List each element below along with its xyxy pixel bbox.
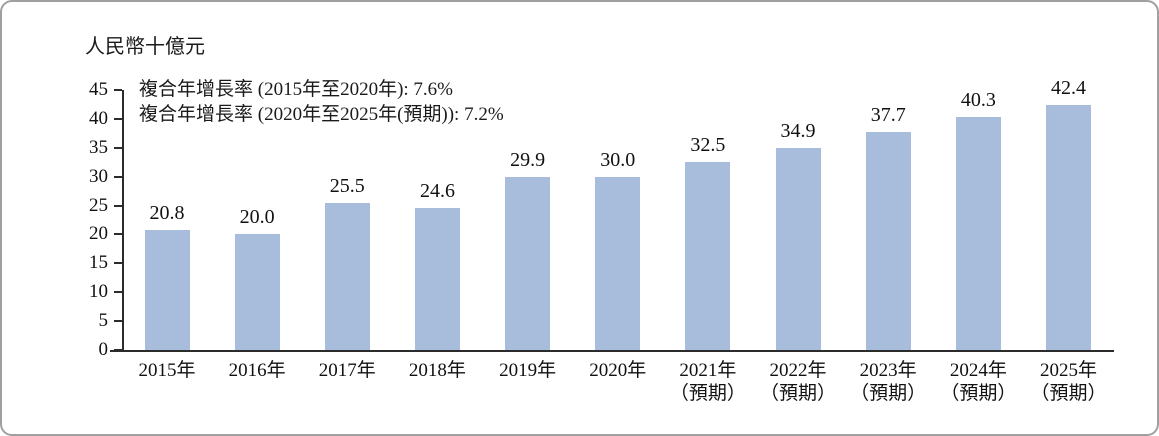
bar-value-label: 25.5 bbox=[329, 174, 365, 197]
y-axis-tick-label: 15 bbox=[89, 252, 108, 274]
y-axis-tick bbox=[114, 262, 122, 265]
bar-value-label: 40.3 bbox=[960, 89, 996, 112]
y-axis-tick bbox=[114, 349, 122, 351]
y-axis-unit-label: 人民幣十億元 bbox=[85, 36, 205, 58]
y-axis-tick-label: 30 bbox=[89, 165, 108, 187]
y-axis-tick bbox=[114, 117, 122, 120]
y-axis-tick bbox=[114, 146, 122, 149]
bar-2021年 bbox=[685, 162, 731, 350]
x-axis-label-2021年: 2021年 （預期） bbox=[669, 360, 746, 404]
cagr-annotation-2020-2025: 複合年增長率 (2020年至2025年(預期)): 7.2% bbox=[139, 104, 504, 125]
y-axis-tick-label: 10 bbox=[89, 281, 108, 303]
bar-value-label: 42.4 bbox=[1051, 77, 1086, 100]
x-axis-label-2019年: 2019年 bbox=[499, 360, 557, 381]
bar-2024年 bbox=[955, 117, 1001, 350]
bar-value-label: 32.5 bbox=[690, 134, 726, 157]
y-axis-tick-label: 45 bbox=[89, 79, 108, 100]
bar-value-label: 29.9 bbox=[510, 149, 546, 172]
y-axis-tick-label: 5 bbox=[98, 310, 109, 332]
x-axis-label-2022年: 2022年 （預期） bbox=[760, 360, 837, 404]
x-axis-label-2024年: 2024年 （預期） bbox=[940, 360, 1017, 404]
y-axis-tick bbox=[114, 320, 122, 323]
cagr-annotations: 複合年增長率 (2015年至2020年): 7.6% 複合年增長率 (2020年… bbox=[139, 77, 504, 127]
bar-2025年 bbox=[1046, 105, 1091, 350]
x-axis-label-2018年: 2018年 bbox=[408, 360, 466, 381]
plot-area: 0 5 10 15 20 25 30 35 40 45 20.8 2015年 20.0 2016年 25.5… bbox=[89, 78, 1114, 404]
bar-value-label: 20.8 bbox=[149, 201, 185, 224]
y-axis-tick-label: 25 bbox=[89, 194, 108, 216]
x-axis-label-2016年: 2016年 bbox=[228, 360, 286, 381]
x-axis-line bbox=[110, 350, 1114, 352]
bar-value-label: 37.7 bbox=[870, 104, 906, 127]
bar-2023年 bbox=[865, 132, 911, 350]
bar-value-label: 20.0 bbox=[239, 206, 275, 229]
y-axis-tick bbox=[114, 204, 122, 207]
y-axis-tick bbox=[114, 175, 122, 178]
bar-value-label: 30.0 bbox=[600, 148, 636, 171]
bar-value-label: 34.9 bbox=[780, 120, 816, 143]
y-axis-tick-label: 35 bbox=[89, 136, 108, 158]
bar-2015年 bbox=[144, 229, 190, 350]
bar-2017年 bbox=[324, 202, 370, 350]
y-axis-tick bbox=[114, 233, 122, 236]
x-axis-label-2020年: 2020年 bbox=[589, 360, 647, 381]
bar-2020年 bbox=[595, 176, 641, 350]
cagr-annotation-2015-2020: 複合年增長率 (2015年至2020年): 7.6% bbox=[139, 79, 454, 100]
bar-2019年 bbox=[505, 177, 551, 350]
bar-2018年 bbox=[414, 207, 460, 350]
bar-2022年 bbox=[775, 148, 821, 350]
y-axis-tick-label: 40 bbox=[89, 107, 108, 129]
y-axis-tick bbox=[114, 89, 122, 91]
y-axis-tick bbox=[114, 291, 122, 294]
bar-value-label: 24.6 bbox=[419, 179, 455, 202]
bar-2016年 bbox=[234, 234, 280, 350]
x-axis-label-2015年: 2015年 bbox=[138, 360, 196, 381]
x-axis-label-2023年: 2023年 （預期） bbox=[850, 360, 927, 404]
x-axis-label-2017年: 2017年 bbox=[318, 360, 376, 381]
x-axis-label-2025年: 2025年 （預期） bbox=[1030, 360, 1107, 404]
y-axis-tick-label: 20 bbox=[89, 223, 108, 245]
y-axis-tick-label: 0 bbox=[98, 339, 109, 360]
